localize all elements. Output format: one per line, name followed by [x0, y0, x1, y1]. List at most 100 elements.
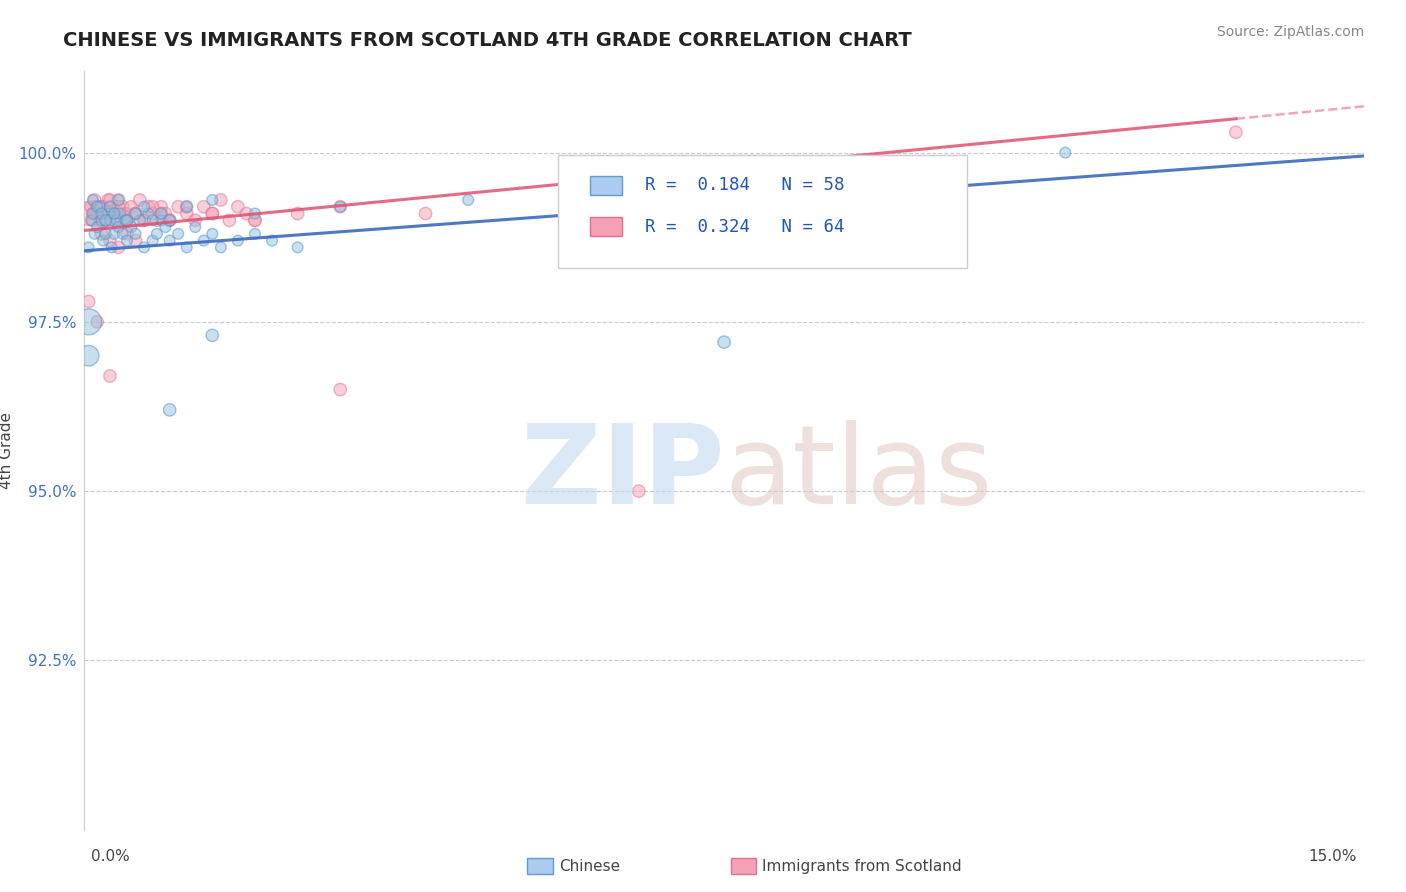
Point: [329, 383, 352, 397]
Point: [94, 227, 117, 241]
Point: [82, 213, 104, 227]
Point: [146, 213, 169, 227]
Point: [176, 240, 198, 254]
Point: [150, 200, 173, 214]
Point: [108, 206, 131, 220]
Point: [120, 220, 142, 235]
Point: [115, 213, 138, 227]
Point: [155, 206, 177, 220]
Point: [150, 206, 173, 220]
Point: [94, 213, 117, 227]
Text: Source: ZipAtlas.com: Source: ZipAtlas.com: [1216, 25, 1364, 39]
Point: [98, 369, 121, 384]
Point: [91, 200, 114, 214]
Point: [120, 200, 142, 214]
Point: [243, 213, 266, 227]
Point: [184, 220, 207, 235]
Text: ZIP: ZIP: [520, 420, 724, 526]
Point: [287, 240, 309, 254]
Point: [159, 213, 181, 227]
Point: [82, 206, 104, 220]
Point: [105, 206, 128, 220]
Point: [107, 193, 129, 207]
Point: [91, 234, 114, 248]
Point: [235, 206, 257, 220]
Point: [176, 200, 198, 214]
Point: [100, 200, 122, 214]
Point: [184, 213, 207, 227]
Point: [80, 213, 103, 227]
Point: [124, 206, 146, 220]
Point: [124, 206, 146, 220]
Point: [90, 206, 112, 220]
Point: [159, 213, 181, 227]
Point: [142, 200, 165, 214]
Point: [218, 213, 240, 227]
Point: [201, 206, 224, 220]
Point: [260, 234, 283, 248]
Point: [243, 227, 266, 241]
Point: [98, 193, 121, 207]
Point: [77, 349, 100, 363]
Point: [97, 193, 120, 207]
Text: Chinese: Chinese: [560, 859, 620, 873]
Point: [82, 193, 104, 207]
Point: [115, 213, 138, 227]
Point: [209, 193, 232, 207]
Point: [226, 200, 249, 214]
Point: [90, 213, 112, 227]
Point: [124, 206, 146, 220]
Point: [142, 206, 165, 220]
Point: [201, 227, 224, 241]
Point: [146, 227, 169, 241]
Point: [193, 200, 215, 214]
FancyBboxPatch shape: [558, 155, 967, 268]
Point: [115, 213, 138, 227]
Point: [90, 200, 112, 214]
Point: [89, 200, 111, 214]
Point: [176, 206, 198, 220]
Point: [100, 240, 122, 254]
Text: CHINESE VS IMMIGRANTS FROM SCOTLAND 4TH GRADE CORRELATION CHART: CHINESE VS IMMIGRANTS FROM SCOTLAND 4TH …: [63, 31, 912, 50]
Point: [209, 240, 232, 254]
Point: [97, 206, 120, 220]
Point: [159, 402, 181, 417]
Point: [103, 227, 125, 241]
Point: [90, 227, 112, 241]
Point: [627, 484, 650, 499]
Point: [115, 234, 138, 248]
Point: [167, 200, 190, 214]
Point: [114, 206, 136, 220]
Point: [287, 206, 309, 220]
Point: [77, 206, 100, 220]
Point: [86, 315, 108, 329]
Point: [107, 200, 129, 214]
Point: [167, 227, 190, 241]
Point: [77, 240, 100, 254]
Point: [124, 234, 146, 248]
Point: [77, 294, 100, 309]
Point: [142, 213, 165, 227]
Point: [83, 193, 105, 207]
Point: [98, 234, 121, 248]
Point: [159, 213, 181, 227]
Point: [86, 200, 108, 214]
Text: 15.0%: 15.0%: [1309, 849, 1357, 863]
Point: [132, 213, 155, 227]
Point: [98, 213, 121, 227]
Text: 0.0%: 0.0%: [91, 849, 131, 863]
Point: [226, 234, 249, 248]
Bar: [589, 218, 621, 236]
Point: [142, 234, 165, 248]
Point: [108, 213, 131, 227]
Point: [415, 206, 437, 220]
Point: [201, 193, 224, 207]
Point: [86, 206, 108, 220]
Point: [138, 206, 160, 220]
Point: [457, 193, 479, 207]
Text: R =  0.324   N = 64: R = 0.324 N = 64: [645, 218, 844, 235]
Point: [114, 213, 136, 227]
Point: [111, 227, 134, 241]
Bar: [589, 176, 621, 194]
Point: [138, 200, 160, 214]
